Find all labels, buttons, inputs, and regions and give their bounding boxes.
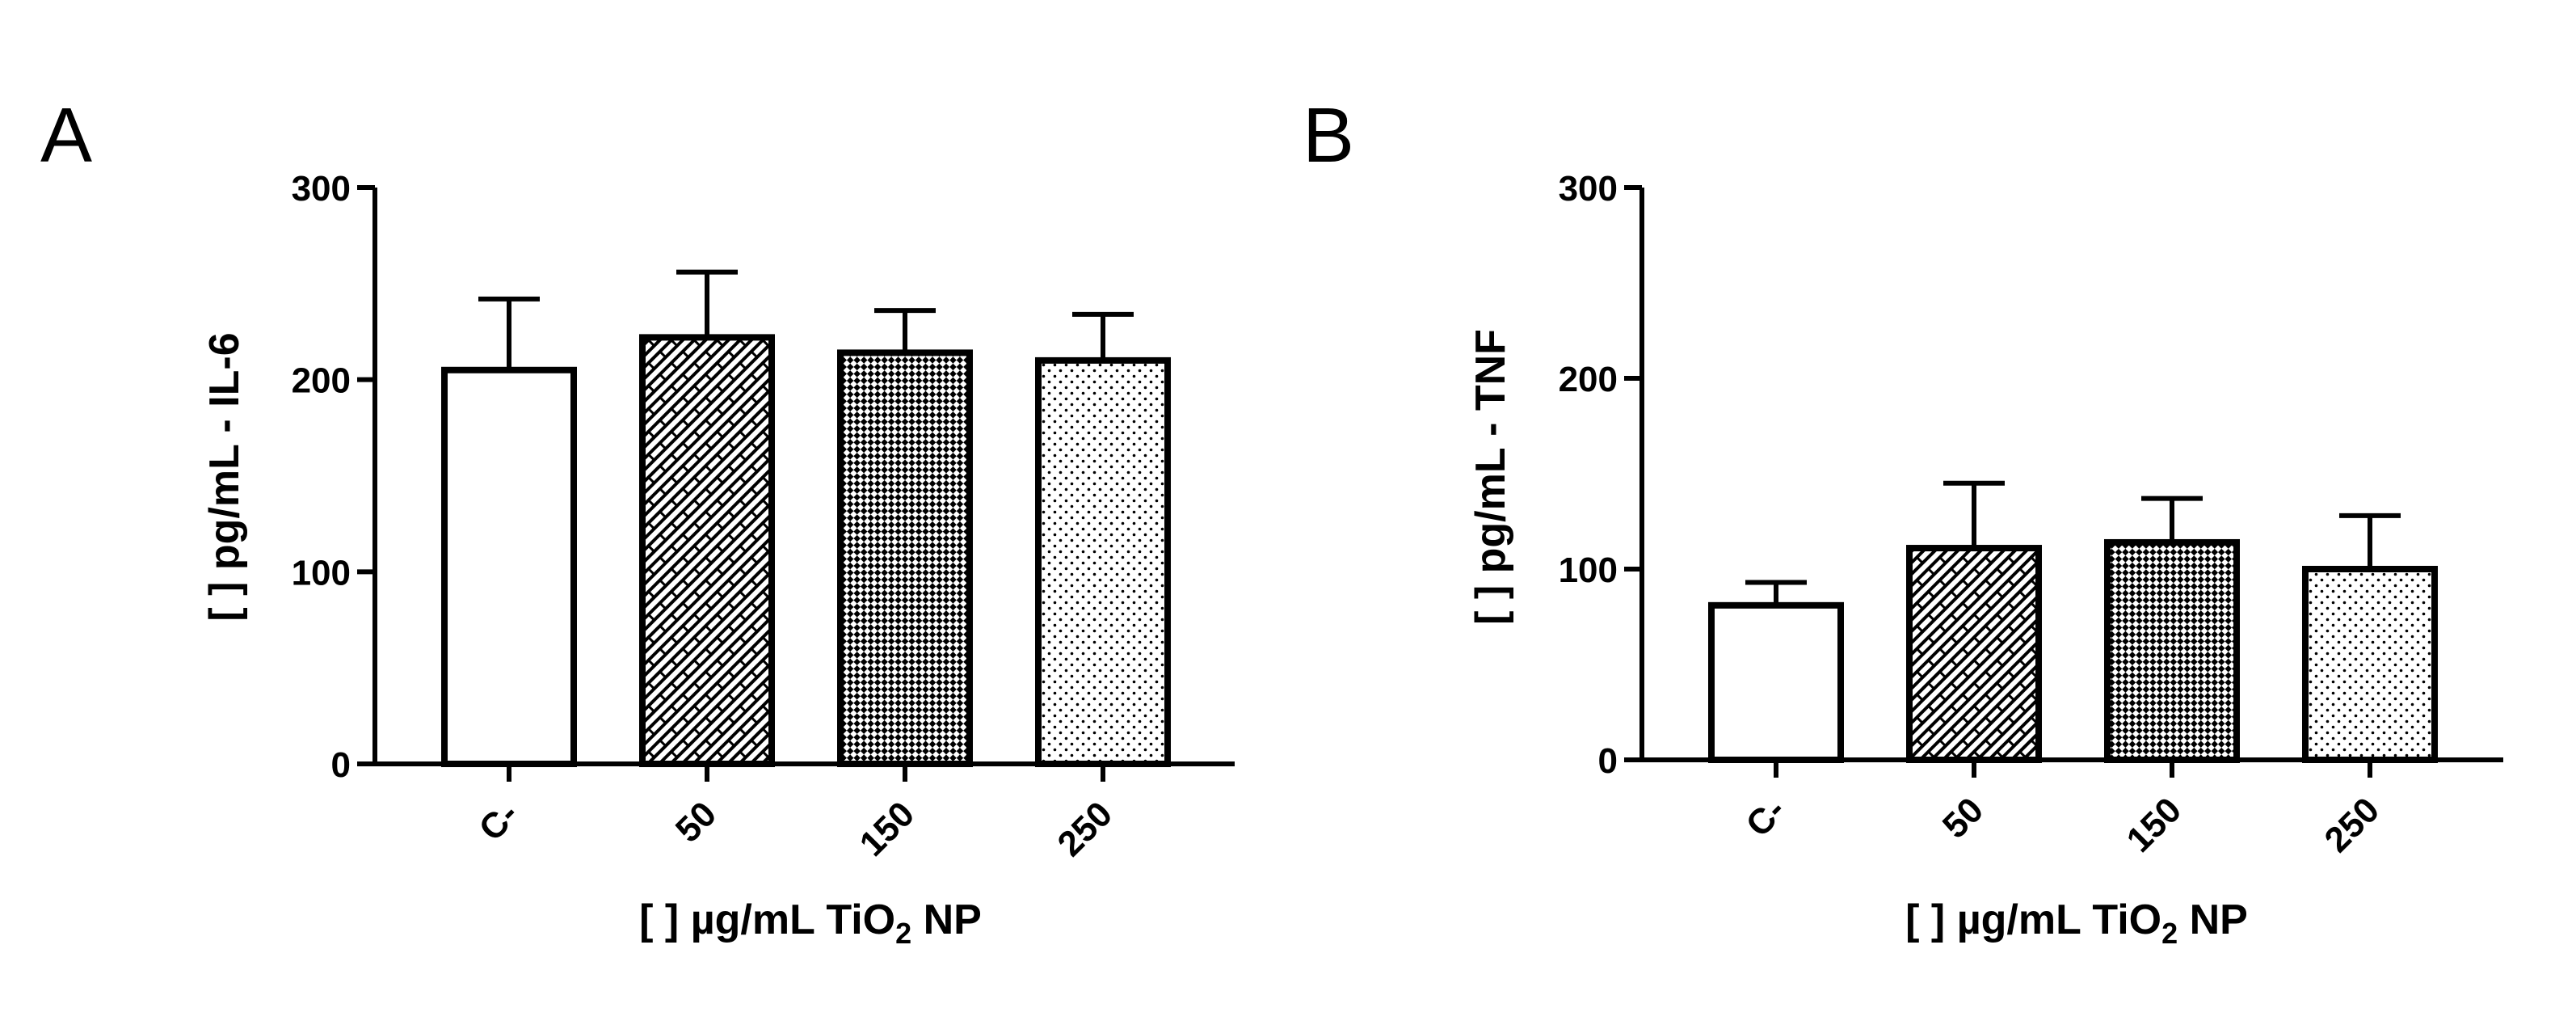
y-tick-label: 100 <box>292 553 351 593</box>
panel-a-y-ticks: 0 100 200 300 <box>292 169 375 785</box>
y-tick-label: 300 <box>1559 169 1618 209</box>
panel-a-x-axis-title: [ ] µg/mL TiO2 NP <box>639 896 982 950</box>
bar-250 <box>2302 566 2438 763</box>
panel-b-x-axis-title: [ ] µg/mL TiO2 NP <box>1905 896 2248 950</box>
y-tick-label: 300 <box>292 169 351 209</box>
bar-c <box>1708 601 1844 764</box>
y-tick-label: 200 <box>1559 360 1618 399</box>
bar-150 <box>837 349 973 767</box>
panel-a-x-title-tail: NP <box>911 896 982 943</box>
bar-c <box>441 366 577 767</box>
panel-b-y-ticks: 0 100 200 300 <box>1559 169 1642 781</box>
panel-b-x-title-main: [ ] µg/mL TiO <box>1905 896 2161 943</box>
y-tick-label: 100 <box>1559 550 1618 590</box>
bar-50 <box>639 334 775 767</box>
panel-b-x-title-tail: NP <box>2178 896 2248 943</box>
y-tick-label: 0 <box>331 745 351 785</box>
y-tick-label: 0 <box>1598 741 1618 781</box>
bar-150 <box>2104 538 2240 764</box>
x-tick-label: C- <box>1739 790 1793 844</box>
x-tick-label: 250 <box>1050 794 1121 864</box>
panel-b-bars <box>1708 480 2438 764</box>
x-tick-label: 50 <box>1935 790 1991 846</box>
y-tick-label: 200 <box>292 361 351 401</box>
panel-label-a: A <box>40 92 92 179</box>
panel-b-x-title-subscript: 2 <box>2161 917 2178 950</box>
panel-a-x-title-main: [ ] µg/mL TiO <box>639 896 895 943</box>
x-tick-label: 150 <box>852 794 923 864</box>
panel-a-x-ticks: C- 50 150 250 <box>472 764 1120 864</box>
x-tick-label: 50 <box>668 794 724 850</box>
bar-250 <box>1035 356 1171 767</box>
x-tick-label: C- <box>472 794 526 848</box>
x-tick-label: 250 <box>2317 790 2388 860</box>
panel-b-x-ticks: C- 50 150 250 <box>1739 760 2387 860</box>
panel-a-bars <box>441 269 1171 767</box>
x-tick-label: 150 <box>2119 790 2190 860</box>
panel-a: A 0 100 200 300 C- 50 150 250 [ ] pg/mL - IL-6… <box>40 92 1235 950</box>
panel-a-y-axis-title: [ ] pg/mL - IL-6 <box>201 332 248 621</box>
panel-b-y-axis-title: [ ] pg/mL - TNF <box>1467 329 1514 625</box>
bar-50 <box>1906 545 2042 763</box>
panel-a-x-title-subscript: 2 <box>895 917 911 950</box>
panel-label-b: B <box>1303 92 1354 179</box>
